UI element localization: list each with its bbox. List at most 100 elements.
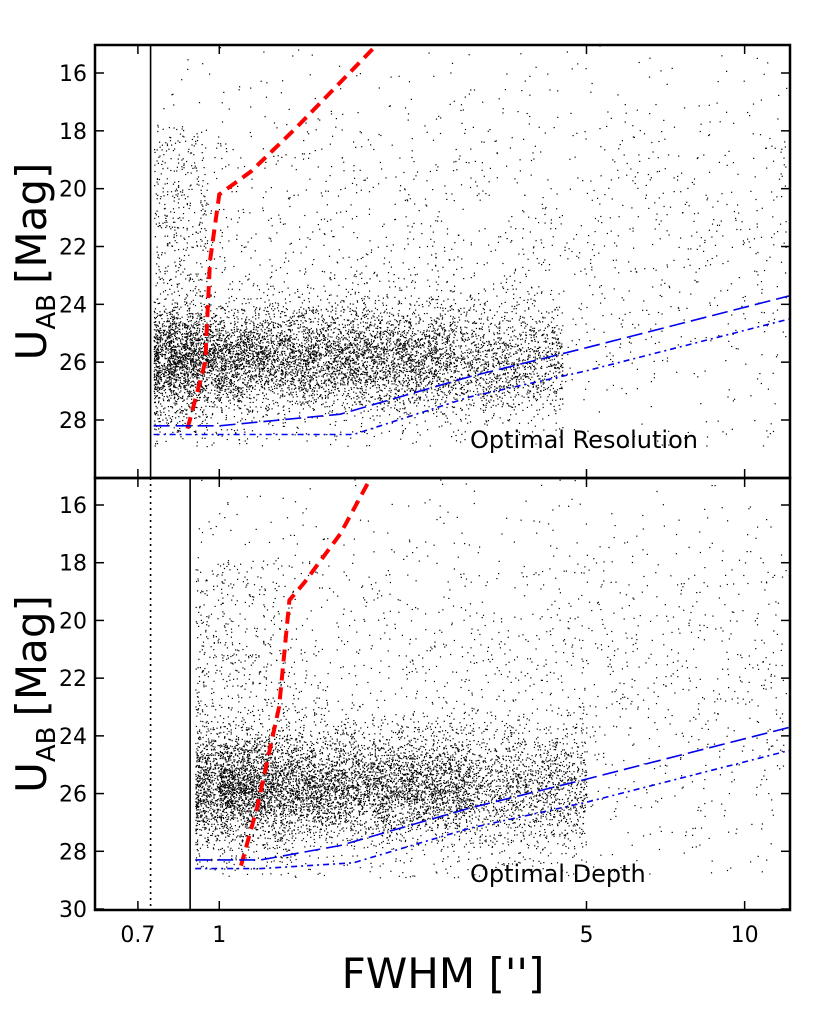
- data-point: [266, 356, 268, 358]
- data-point: [531, 383, 534, 385]
- data-point: [536, 350, 538, 352]
- data-point: [257, 365, 259, 367]
- data-point: [430, 370, 432, 372]
- data-point: [452, 387, 454, 389]
- data-point: [331, 316, 333, 318]
- data-point: [167, 294, 169, 296]
- data-point: [185, 365, 188, 368]
- data-point: [218, 323, 220, 325]
- data-point: [331, 389, 333, 391]
- data-point: [416, 385, 418, 387]
- data-point: [204, 419, 206, 421]
- data-point: [453, 362, 456, 365]
- data-point: [485, 393, 487, 395]
- data-point: [296, 343, 298, 345]
- data-point: [483, 312, 486, 314]
- data-point: [262, 401, 264, 403]
- data-point: [449, 348, 451, 350]
- data-point: [460, 329, 462, 331]
- data-point: [156, 351, 158, 353]
- data-point: [269, 334, 271, 336]
- data-point: [298, 311, 300, 313]
- data-point: [315, 354, 317, 356]
- data-point: [264, 376, 266, 378]
- data-point: [161, 405, 163, 407]
- data-point: [179, 350, 181, 352]
- data-point: [186, 369, 188, 371]
- data-point: [206, 367, 208, 369]
- data-point: [499, 362, 501, 364]
- data-point: [426, 335, 428, 337]
- data-point: [484, 409, 486, 411]
- data-point: [378, 358, 380, 361]
- data-point: [473, 390, 475, 393]
- data-point: [394, 401, 396, 403]
- data-point: [220, 378, 223, 380]
- data-point: [181, 361, 183, 364]
- data-point: [196, 373, 198, 375]
- data-point: [166, 419, 168, 421]
- data-point: [306, 360, 308, 363]
- data-point: [237, 421, 239, 423]
- data-point: [384, 371, 386, 373]
- data-point: [329, 392, 331, 394]
- data-point: [215, 325, 217, 328]
- data-point: [500, 337, 502, 339]
- data-point: [437, 388, 440, 390]
- data-point: [385, 371, 387, 373]
- data-point: [342, 402, 344, 404]
- data-point: [245, 350, 247, 352]
- data-point: [555, 341, 557, 344]
- data-point: [302, 314, 304, 316]
- data-point: [373, 359, 375, 361]
- data-point: [431, 373, 433, 375]
- data-point: [159, 345, 162, 347]
- data-point: [277, 348, 279, 350]
- data-point: [399, 335, 402, 337]
- data-point: [198, 349, 200, 351]
- data-point: [489, 392, 491, 394]
- data-point: [184, 353, 186, 355]
- data-point: [302, 401, 304, 403]
- data-point: [352, 324, 354, 326]
- data-point: [256, 344, 258, 346]
- data-point: [493, 374, 495, 376]
- data-point: [304, 353, 306, 355]
- data-point: [388, 401, 390, 403]
- data-point: [164, 340, 166, 342]
- data-point: [454, 380, 457, 382]
- data-point: [557, 367, 559, 369]
- data-point: [153, 362, 155, 364]
- data-point: [189, 357, 192, 359]
- data-point: [228, 351, 230, 353]
- data-point: [281, 341, 283, 343]
- data-point: [307, 402, 309, 404]
- data-point: [219, 391, 221, 394]
- data-point: [271, 408, 273, 410]
- data-point: [428, 371, 431, 374]
- data-point: [526, 373, 528, 375]
- data-point: [379, 415, 381, 417]
- data-point: [208, 332, 210, 334]
- data-point: [509, 392, 511, 394]
- data-point: [181, 375, 183, 377]
- data-point: [155, 363, 157, 365]
- data-point: [172, 364, 174, 366]
- data-point: [439, 377, 441, 379]
- data-point: [470, 352, 472, 354]
- data-point: [513, 389, 516, 392]
- data-point: [230, 353, 232, 355]
- data-point: [528, 396, 530, 399]
- data-point: [228, 350, 231, 352]
- data-point: [331, 404, 333, 406]
- data-point: [351, 388, 353, 390]
- data-point: [412, 348, 414, 350]
- data-point: [209, 341, 211, 343]
- data-point: [514, 346, 516, 348]
- data-point: [447, 298, 449, 300]
- data-point: [176, 355, 178, 357]
- data-point: [439, 403, 441, 405]
- data-point: [174, 361, 176, 363]
- data-point: [181, 352, 183, 354]
- data-point: [154, 376, 156, 378]
